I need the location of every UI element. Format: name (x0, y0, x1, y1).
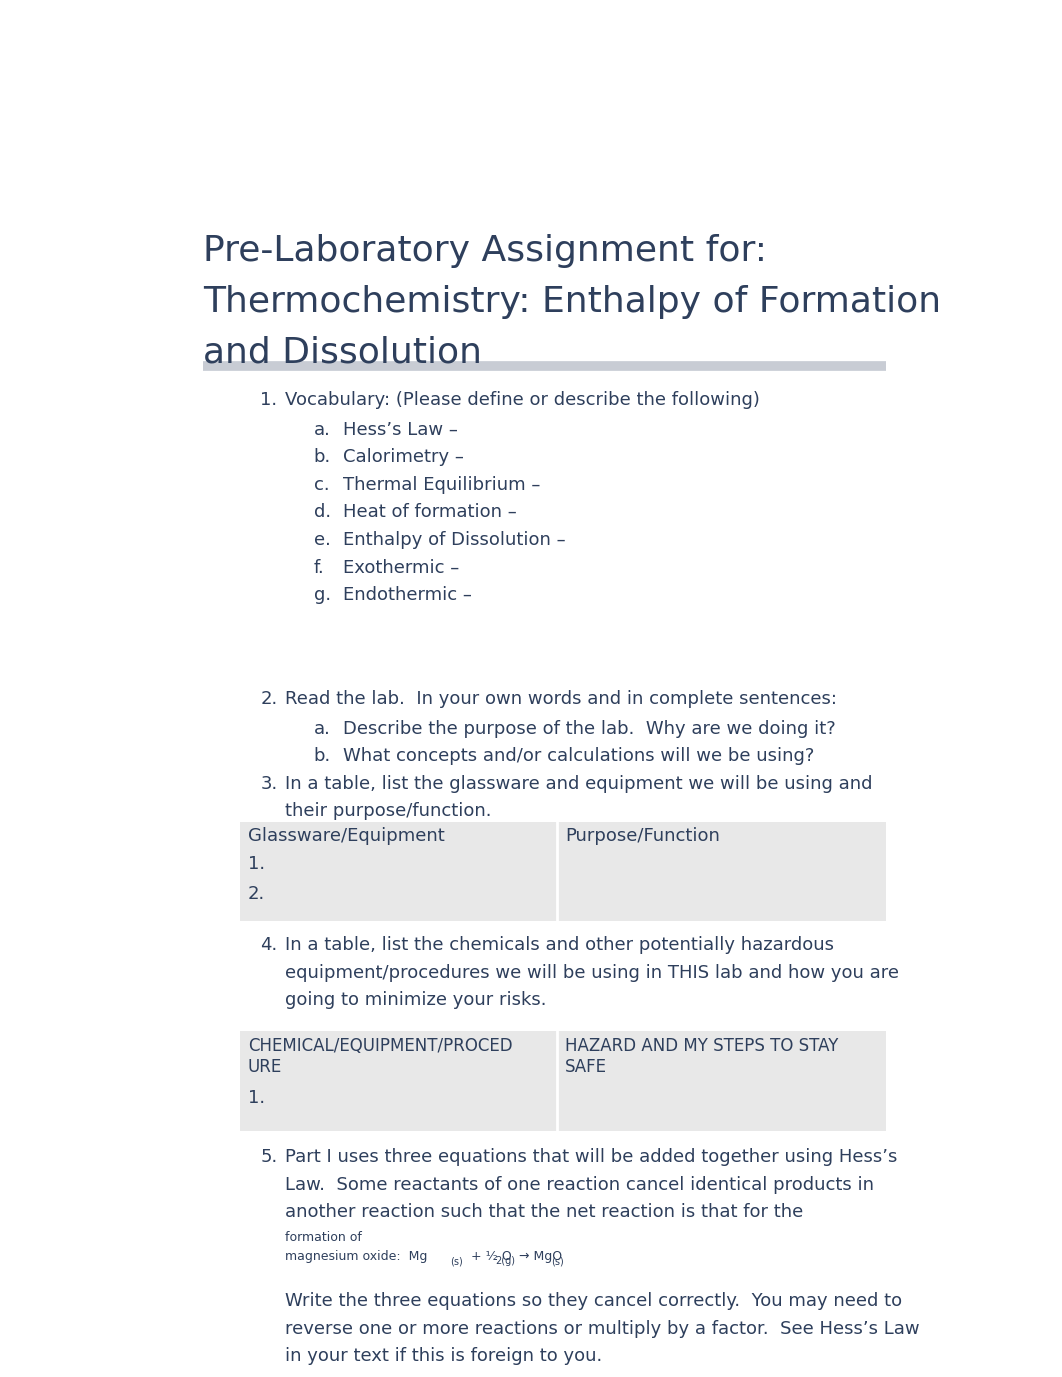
Text: c.: c. (314, 476, 329, 494)
Text: Write the three equations so they cancel correctly.  You may need to: Write the three equations so they cancel… (285, 1293, 902, 1311)
Text: Calorimetry –: Calorimetry – (343, 449, 463, 467)
Text: In a table, list the chemicals and other potentially hazardous: In a table, list the chemicals and other… (285, 936, 834, 954)
Text: g.: g. (314, 587, 331, 605)
Text: d.: d. (314, 504, 331, 522)
Text: their purpose/function.: their purpose/function. (285, 803, 492, 821)
Text: What concepts and/or calculations will we be using?: What concepts and/or calculations will w… (343, 748, 813, 766)
Text: Thermal Equilibrium –: Thermal Equilibrium – (343, 476, 539, 494)
FancyBboxPatch shape (240, 822, 886, 921)
Text: 2.: 2. (249, 885, 266, 903)
Text: URE: URE (249, 1058, 282, 1075)
Text: Pre-Laboratory Assignment for:: Pre-Laboratory Assignment for: (203, 234, 767, 269)
Text: b.: b. (314, 748, 331, 766)
Text: (s): (s) (450, 1256, 463, 1267)
FancyBboxPatch shape (240, 1031, 886, 1131)
Text: magnesium oxide:  Mg: magnesium oxide: Mg (285, 1250, 427, 1263)
Text: CHEMICAL/EQUIPMENT/PROCED: CHEMICAL/EQUIPMENT/PROCED (249, 1037, 513, 1055)
Text: Read the lab.  In your own words and in complete sentences:: Read the lab. In your own words and in c… (285, 690, 837, 708)
Text: another reaction such that the net reaction is that for the: another reaction such that the net react… (285, 1203, 809, 1221)
Text: 1.: 1. (249, 855, 266, 873)
Text: formation of: formation of (285, 1231, 362, 1243)
Text: + ½ O: + ½ O (467, 1250, 512, 1263)
Text: 1.: 1. (249, 1089, 266, 1107)
Text: Heat of formation –: Heat of formation – (343, 504, 516, 522)
Text: SAFE: SAFE (565, 1058, 606, 1075)
Text: equipment/procedures we will be using in THIS lab and how you are: equipment/procedures we will be using in… (285, 964, 900, 982)
Text: In a table, list the glassware and equipment we will be using and: In a table, list the glassware and equip… (285, 775, 873, 793)
Text: reverse one or more reactions or multiply by a factor.  See Hess’s Law: reverse one or more reactions or multipl… (285, 1321, 920, 1338)
Text: 5.: 5. (260, 1148, 277, 1166)
Text: Law.  Some reactants of one reaction cancel identical products in: Law. Some reactants of one reaction canc… (285, 1176, 874, 1194)
Text: 1.: 1. (260, 391, 277, 409)
Text: Describe the purpose of the lab.  Why are we doing it?: Describe the purpose of the lab. Why are… (343, 720, 836, 738)
Text: a.: a. (314, 720, 330, 738)
Text: and Dissolution: and Dissolution (203, 336, 482, 370)
Text: Purpose/Function: Purpose/Function (565, 826, 720, 845)
Text: Hess’s Law –: Hess’s Law – (343, 421, 458, 439)
Text: 4.: 4. (260, 936, 277, 954)
Text: Glassware/Equipment: Glassware/Equipment (249, 826, 445, 845)
Text: going to minimize your risks.: going to minimize your risks. (285, 991, 547, 1009)
Text: HAZARD AND MY STEPS TO STAY: HAZARD AND MY STEPS TO STAY (565, 1037, 838, 1055)
Text: Enthalpy of Dissolution –: Enthalpy of Dissolution – (343, 532, 565, 549)
Text: a.: a. (314, 421, 330, 439)
Text: Part I uses three equations that will be added together using Hess’s: Part I uses three equations that will be… (285, 1148, 897, 1166)
Text: Exothermic –: Exothermic – (343, 559, 459, 577)
Text: Thermochemistry: Enthalpy of Formation: Thermochemistry: Enthalpy of Formation (203, 285, 941, 319)
Text: f.: f. (314, 559, 325, 577)
Text: e.: e. (314, 532, 330, 549)
Text: 2.: 2. (260, 690, 277, 708)
Text: Vocabulary: (Please define or describe the following): Vocabulary: (Please define or describe t… (285, 391, 760, 409)
Text: → MgO: → MgO (515, 1250, 562, 1263)
Text: in your text if this is foreign to you.: in your text if this is foreign to you. (285, 1348, 602, 1366)
Text: Endothermic –: Endothermic – (343, 587, 472, 605)
Text: 3.: 3. (260, 775, 277, 793)
Text: (s): (s) (551, 1256, 564, 1267)
Text: 2(g): 2(g) (495, 1256, 515, 1267)
Text: b.: b. (314, 449, 331, 467)
